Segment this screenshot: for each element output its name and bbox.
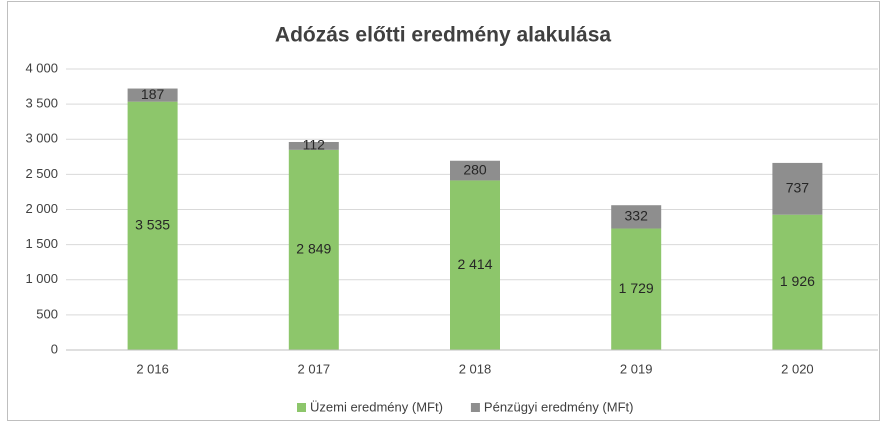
data-label: 332 xyxy=(625,208,649,224)
y-tick-label: 2 500 xyxy=(25,166,58,181)
y-tick-label: 0 xyxy=(51,341,58,356)
bar xyxy=(288,149,339,350)
bar xyxy=(611,205,662,229)
data-label: 737 xyxy=(786,180,810,196)
bar xyxy=(450,160,500,181)
x-tick-label: 2 018 xyxy=(459,361,492,376)
y-tick-label: 3 500 xyxy=(25,96,58,111)
data-label: 2 414 xyxy=(457,256,492,272)
x-tick-label: 2 019 xyxy=(620,361,653,376)
bar xyxy=(127,101,178,350)
legend-swatch xyxy=(470,403,480,412)
data-label: 187 xyxy=(141,86,165,102)
y-tick-label: 1 500 xyxy=(25,236,58,251)
x-tick-label: 2 020 xyxy=(781,361,814,376)
x-tick-label: 2 017 xyxy=(298,361,331,376)
bar xyxy=(450,180,500,350)
data-label: 3 535 xyxy=(135,217,170,233)
data-label: 2 849 xyxy=(296,241,331,257)
bar xyxy=(772,214,823,350)
x-tick-label: 2 016 xyxy=(136,361,169,376)
legend-swatch xyxy=(297,403,306,412)
data-label: 1 926 xyxy=(780,273,815,289)
legend-label: Pénzügyi eredmény (MFt) xyxy=(484,399,634,414)
y-tick-label: 2 000 xyxy=(25,201,58,216)
bar xyxy=(772,162,823,215)
chart-title: Adózás előtti eredmény alakulása xyxy=(275,24,611,47)
y-tick-label: 1 000 xyxy=(25,271,58,286)
bar xyxy=(611,228,662,350)
bar xyxy=(127,88,178,102)
data-label: 280 xyxy=(463,161,487,177)
bar xyxy=(288,141,339,150)
data-label: 112 xyxy=(303,137,326,153)
y-tick-label: 3 000 xyxy=(25,131,58,146)
legend-label: Üzemi eredmény (MFt) xyxy=(310,399,443,414)
y-tick-label: 4 000 xyxy=(25,60,58,75)
data-label: 1 729 xyxy=(619,280,654,296)
y-tick-label: 500 xyxy=(36,306,58,321)
